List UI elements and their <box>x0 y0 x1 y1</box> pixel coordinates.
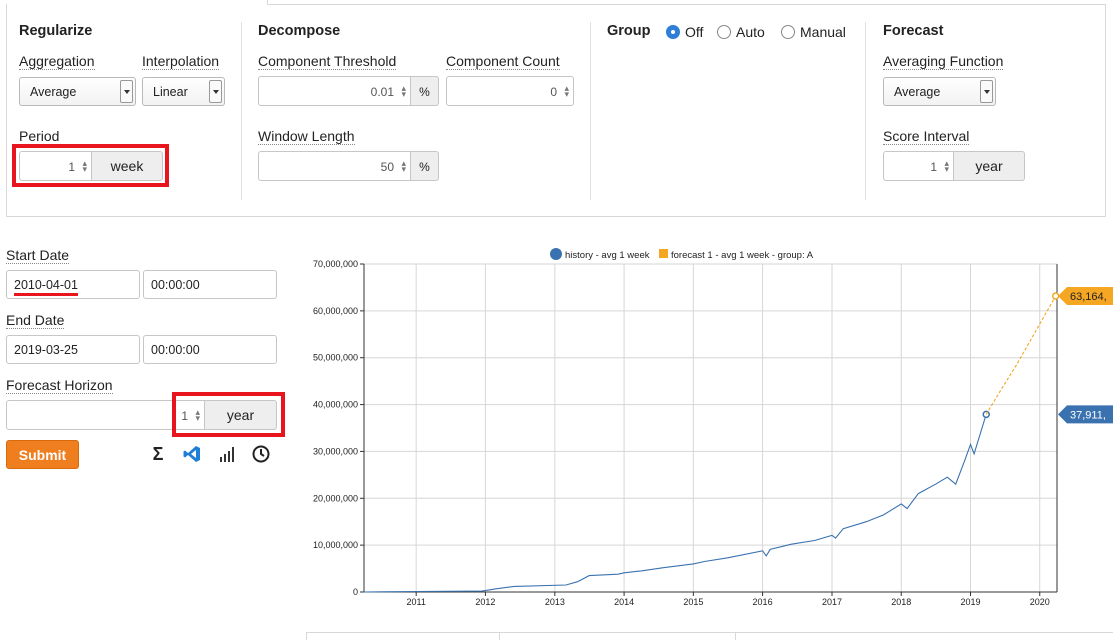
y-tick-label: 40,000,000 <box>313 400 358 410</box>
submit-button[interactable]: Submit <box>6 440 79 469</box>
threshold-input[interactable]: 0.01 ▴ ▾ <box>258 76 411 106</box>
history-value-label: 37,911, <box>1070 409 1106 421</box>
x-tick-label: 2017 <box>822 597 842 607</box>
legend-history-label: history - avg 1 week <box>565 250 650 261</box>
bottom-tab[interactable] <box>306 632 499 640</box>
top-tab <box>6 0 268 5</box>
y-tick-label: 70,000,000 <box>313 259 358 269</box>
y-tick-label: 10,000,000 <box>313 540 358 550</box>
x-tick-label: 2019 <box>960 597 980 607</box>
legend-forecast-marker <box>659 249 668 258</box>
chart-legend: history - avg 1 week forecast 1 - avg 1 … <box>550 248 814 261</box>
settings-panel <box>6 4 1106 217</box>
spinner-icon[interactable]: ▴ ▾ <box>564 83 569 99</box>
group-off-label[interactable]: Off <box>685 24 704 40</box>
spinner-icon[interactable]: ▴ ▾ <box>82 158 87 174</box>
spinner-icon[interactable]: ▴ ▾ <box>401 158 406 174</box>
y-tick-label: 30,000,000 <box>313 446 358 456</box>
end-time-input[interactable]: 00:00:00 <box>143 335 277 364</box>
group-heading: Group <box>607 23 651 39</box>
group-auto-label[interactable]: Auto <box>736 24 765 40</box>
highlight-box <box>12 144 169 187</box>
separator <box>241 22 242 200</box>
decompose-heading: Decompose <box>258 23 341 39</box>
period-unit-button[interactable]: week <box>92 151 163 181</box>
chevron-down-icon <box>980 80 993 103</box>
clock-icon[interactable] <box>251 444 271 466</box>
horizon-input[interactable]: 1 ▴ ▾ <box>6 400 205 430</box>
score-input[interactable]: 1 ▴ ▾ <box>883 151 954 181</box>
x-tick-label: 2011 <box>406 597 425 607</box>
chart: history - avg 1 week forecast 1 - avg 1 … <box>313 248 1113 607</box>
regularize-heading: Regularize <box>19 23 93 39</box>
threshold-unit: % <box>411 76 439 106</box>
interpolation-label: Interpolation <box>142 53 220 70</box>
group-manual-radio[interactable] <box>781 25 795 39</box>
window-unit: % <box>411 151 439 181</box>
start-date-label: Start Date <box>6 247 70 264</box>
forecast-end-point <box>1051 292 1060 300</box>
x-tick-label: 2018 <box>891 597 911 607</box>
x-tick-label: 2015 <box>683 597 703 607</box>
group-manual-label[interactable]: Manual <box>800 24 846 40</box>
period-input[interactable]: 1 ▴ ▾ <box>19 151 92 181</box>
start-time-input[interactable]: 00:00:00 <box>143 270 277 299</box>
window-input[interactable]: 50 ▴ ▾ <box>258 151 411 181</box>
score-label: Score Interval <box>883 128 970 145</box>
horizon-label: Forecast Horizon <box>6 377 113 394</box>
end-date-label: End Date <box>6 312 65 329</box>
vscode-icon[interactable] <box>182 444 202 466</box>
y-tick-label: 60,000,000 <box>313 306 358 316</box>
horizon-unit-button[interactable]: year <box>205 400 277 430</box>
spinner-icon[interactable]: ▴ ▾ <box>195 407 200 423</box>
y-tick-label: 0 <box>353 587 358 597</box>
separator <box>590 22 591 200</box>
spinner-icon[interactable]: ▴ ▾ <box>401 83 406 99</box>
sigma-icon[interactable]: Σ <box>152 444 164 464</box>
aggregation-select[interactable]: Average <box>19 77 136 106</box>
forecast-value-label: 63,164, <box>1070 291 1107 303</box>
interpolation-select[interactable]: Linear <box>142 77 225 106</box>
averaging-select[interactable]: Average <box>883 77 996 106</box>
legend-history-marker <box>550 248 562 260</box>
spinner-icon[interactable]: ▴ ▾ <box>944 158 949 174</box>
forecast-line <box>985 295 1057 415</box>
forecast-value-flag <box>1058 287 1113 306</box>
x-tick-label: 2016 <box>753 597 773 607</box>
group-auto-radio[interactable] <box>717 25 731 39</box>
bottom-tab[interactable] <box>735 632 1113 640</box>
y-tick-label: 20,000,000 <box>313 493 358 503</box>
group-off-radio[interactable] <box>666 25 680 39</box>
forecast-heading: Forecast <box>883 23 944 39</box>
bar-chart-icon[interactable] <box>217 444 237 466</box>
history-value-flag <box>1058 405 1113 424</box>
x-tick-label: 2020 <box>1030 597 1050 607</box>
end-date-input[interactable]: 2019-03-25 <box>6 335 140 364</box>
x-tick-label: 2014 <box>614 597 634 607</box>
highlight-box <box>172 392 285 437</box>
threshold-label: Component Threshold <box>258 53 397 70</box>
legend-forecast-label: forecast 1 - avg 1 week - group: A <box>671 250 814 261</box>
bottom-tab[interactable] <box>499 632 735 640</box>
x-tick-label: 2012 <box>475 597 495 607</box>
averaging-label: Averaging Function <box>883 53 1004 70</box>
separator <box>865 22 866 200</box>
history-line <box>363 414 987 593</box>
score-unit-button[interactable]: year <box>954 151 1025 181</box>
count-label: Component Count <box>446 53 560 70</box>
count-input[interactable]: 0 ▴ ▾ <box>446 76 574 106</box>
y-tick-label: 50,000,000 <box>313 353 358 363</box>
x-tick-label: 2013 <box>545 597 565 607</box>
aggregation-label: Aggregation <box>19 53 95 70</box>
chevron-down-icon <box>209 80 222 103</box>
chevron-down-icon <box>120 80 133 103</box>
window-label: Window Length <box>258 128 355 145</box>
top-border <box>268 4 1106 5</box>
period-label: Period <box>19 128 60 145</box>
start-date-input[interactable]: 2010-04-01 <box>6 270 140 299</box>
